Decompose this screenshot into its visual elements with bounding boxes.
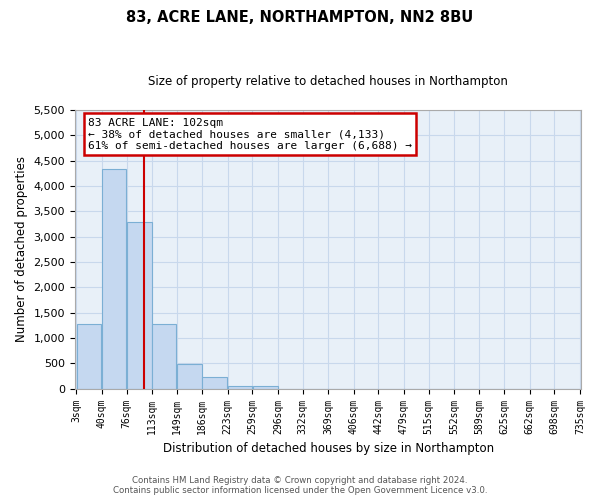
Text: 83, ACRE LANE, NORTHAMPTON, NN2 8BU: 83, ACRE LANE, NORTHAMPTON, NN2 8BU: [127, 10, 473, 25]
Bar: [152, 324, 176, 388]
Bar: [127, 222, 152, 388]
Text: Contains HM Land Registry data © Crown copyright and database right 2024.
Contai: Contains HM Land Registry data © Crown c…: [113, 476, 487, 495]
Text: 83 ACRE LANE: 102sqm
← 38% of detached houses are smaller (4,133)
61% of semi-de: 83 ACRE LANE: 102sqm ← 38% of detached h…: [88, 118, 412, 151]
Y-axis label: Number of detached properties: Number of detached properties: [15, 156, 28, 342]
Bar: [202, 377, 227, 388]
Bar: [102, 170, 126, 388]
X-axis label: Distribution of detached houses by size in Northampton: Distribution of detached houses by size …: [163, 442, 494, 455]
Bar: [77, 324, 101, 388]
Bar: [177, 364, 202, 388]
Title: Size of property relative to detached houses in Northampton: Size of property relative to detached ho…: [148, 75, 508, 88]
Bar: [228, 386, 252, 388]
Bar: [253, 386, 278, 388]
